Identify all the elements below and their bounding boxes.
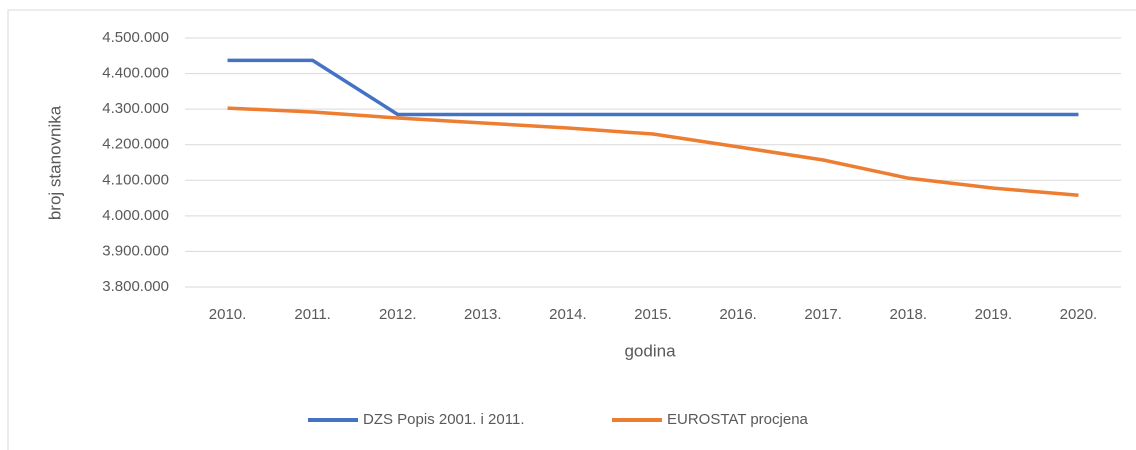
y-tick-label: 4.000.000 <box>102 207 169 224</box>
x-axis-title: godina <box>624 341 676 360</box>
x-tick-label: 2016. <box>719 306 757 323</box>
x-tick-label: 2012. <box>379 306 417 323</box>
legend-label: DZS Popis 2001. i 2011. <box>363 411 524 428</box>
y-tick-label: 3.800.000 <box>102 278 169 295</box>
x-tick-label: 2014. <box>549 306 587 323</box>
y-tick-label: 4.100.000 <box>102 171 169 188</box>
x-tick-label: 2020. <box>1060 306 1098 323</box>
x-tick-label: 2011. <box>294 306 330 323</box>
x-tick-label: 2013. <box>464 306 502 323</box>
x-tick-label: 2018. <box>889 306 927 323</box>
y-tick-label: 4.300.000 <box>102 100 169 117</box>
y-axis-title: broj stanovnika <box>45 105 64 220</box>
chart-frame <box>7 9 1136 450</box>
legend-label: EUROSTAT procjena <box>667 411 809 428</box>
series-line <box>227 58 1079 117</box>
x-tick-label: 2019. <box>975 306 1013 323</box>
series-line <box>227 106 1079 197</box>
y-tick-label: 3.900.000 <box>102 242 169 259</box>
y-tick-label: 4.400.000 <box>102 65 169 82</box>
x-tick-label: 2010. <box>209 306 247 323</box>
y-tick-label: 4.200.000 <box>102 136 169 153</box>
x-tick-label: 2015. <box>634 306 672 323</box>
y-tick-label: 4.500.000 <box>102 29 169 46</box>
x-tick-label: 2017. <box>804 306 842 323</box>
